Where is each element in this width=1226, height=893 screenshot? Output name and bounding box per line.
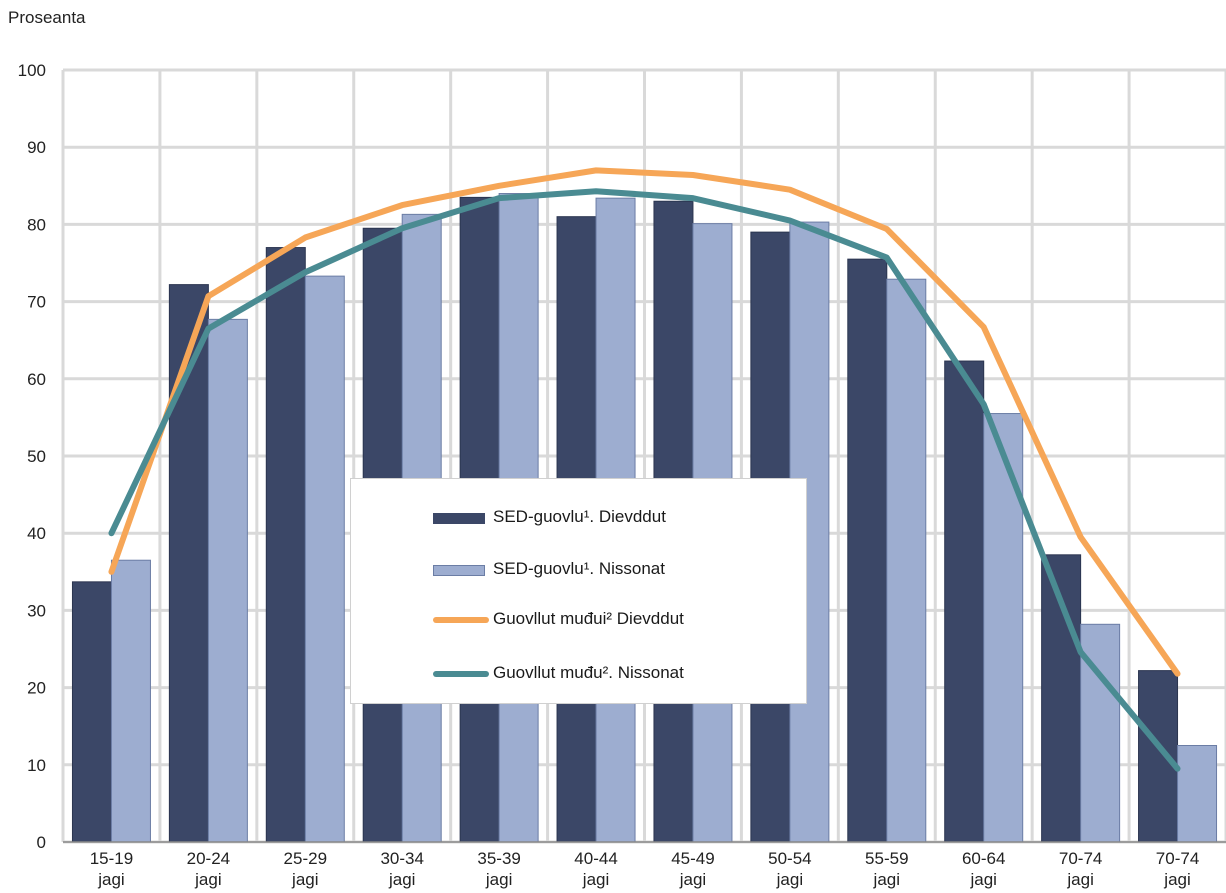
- y-tick-label: 10: [27, 756, 46, 775]
- x-tick-label: 20-24 jagi: [187, 849, 230, 889]
- y-tick-label: 80: [27, 215, 46, 234]
- bar-series-0: [847, 258, 888, 843]
- bar-series-1: [886, 278, 927, 843]
- legend-item-bar-0: SED-guovlu¹. Dievddut: [351, 503, 806, 533]
- legend-item-line-0: Guovllut muđui² Dievddut: [351, 605, 806, 635]
- x-tick-label: 15-19 jagi: [90, 849, 133, 889]
- y-tick-label: 20: [27, 679, 46, 698]
- bar-series-0: [71, 581, 112, 843]
- y-tick-label: 0: [37, 833, 46, 852]
- line-series-1: [108, 188, 1181, 772]
- legend-label-line-0: Guovllut muđui² Dievddut: [493, 609, 684, 628]
- legend-swatch-bar-1: [433, 565, 485, 576]
- legend-swatch-bar-0: [433, 513, 485, 524]
- y-tick-label: 90: [27, 138, 46, 157]
- x-tick-label: 35-39 jagi: [477, 849, 520, 889]
- legend-item-bar-1: SED-guovlu¹. Nissonat: [351, 555, 806, 585]
- bar-series-1: [207, 318, 248, 843]
- bar-series-1: [1177, 745, 1218, 843]
- bar-series-1: [983, 413, 1024, 843]
- chart-legend: SED-guovlu¹. Dievddut SED-guovlu¹. Nisso…: [350, 478, 807, 704]
- x-tick-label: 45-49 jagi: [671, 849, 714, 889]
- x-tick-label: 50-54 jagi: [768, 849, 811, 889]
- y-tick-label: 50: [27, 447, 46, 466]
- bar-series-0: [944, 360, 985, 843]
- y-tick-label: 70: [27, 293, 46, 312]
- x-tick-label: 25-29 jagi: [284, 849, 327, 889]
- x-tick-label: 55-59 jagi: [865, 849, 908, 889]
- x-tick-label: 70-74 jagi: [1059, 849, 1102, 889]
- y-tick-label: 30: [27, 601, 46, 620]
- bar-series-1: [110, 559, 151, 843]
- legend-item-line-1: Guovllut muđu². Nissonat: [351, 659, 806, 689]
- y-tick-label: 60: [27, 370, 46, 389]
- y-tick-label: 40: [27, 524, 46, 543]
- y-axis-title: Proseanta: [8, 8, 86, 27]
- bar-series-0: [265, 247, 306, 843]
- legend-label-bar-0: SED-guovlu¹. Dievddut: [493, 507, 666, 526]
- legend-label-line-1: Guovllut muđu². Nissonat: [493, 663, 684, 682]
- x-tick-label: 30-34 jagi: [380, 849, 423, 889]
- y-tick-label: 100: [18, 61, 46, 80]
- bar-series-0: [1138, 670, 1179, 843]
- line-series-0: [108, 167, 1181, 677]
- bar-series-1: [304, 275, 345, 843]
- legend-swatch-line-0: [433, 617, 489, 623]
- legend-label-bar-1: SED-guovlu¹. Nissonat: [493, 559, 665, 578]
- legend-swatch-line-1: [433, 671, 489, 677]
- x-tick-label: 70-74 jagi: [1156, 849, 1199, 889]
- x-tick-label: 60-64 jagi: [962, 849, 1005, 889]
- x-tick-label: 40-44 jagi: [574, 849, 617, 889]
